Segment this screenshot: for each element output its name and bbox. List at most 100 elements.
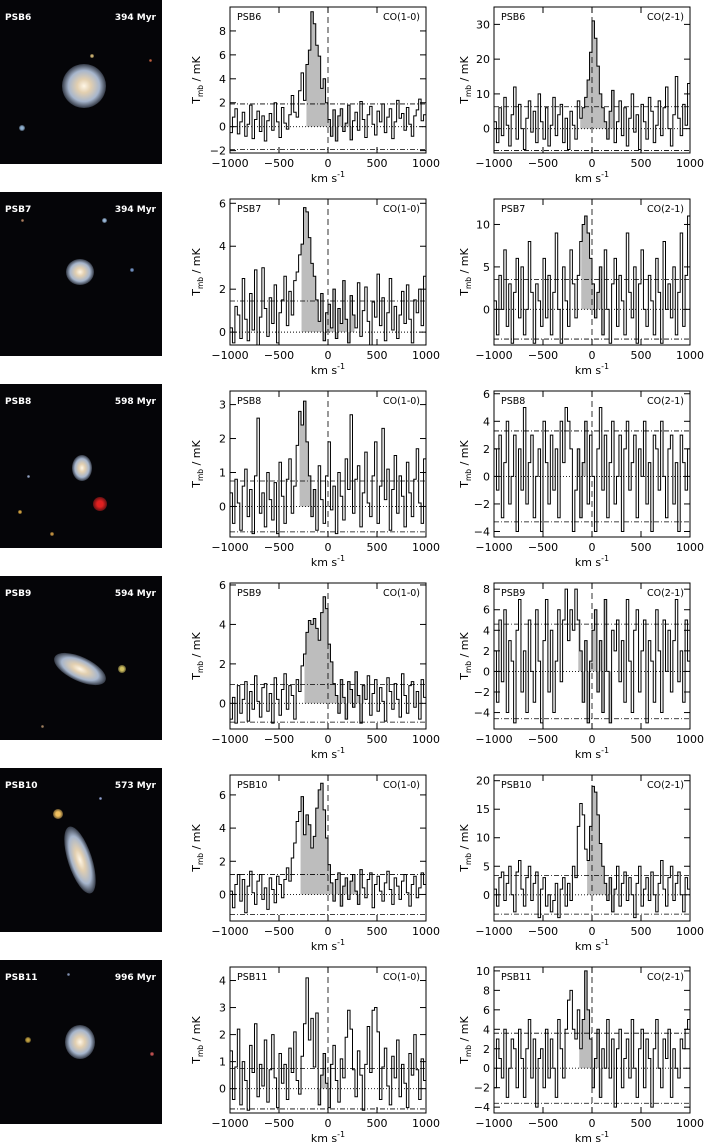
- co-line-label: CO(1-0): [383, 12, 420, 23]
- integration-region: [580, 20, 615, 143]
- y-tick-label: 0: [483, 470, 490, 483]
- galaxy-label: PSB6: [5, 13, 32, 23]
- co-line-label: CO(1-0): [383, 396, 420, 407]
- y-tick-label: 4: [219, 73, 226, 86]
- galaxy-label: PSB11: [5, 973, 38, 983]
- y-tick-label: 0: [483, 303, 490, 316]
- x-tick-label: 1000: [412, 1117, 440, 1130]
- x-tick-label: −500: [264, 541, 294, 554]
- spectrum-panel: −1000 −500 0 500 1000 0 1 2 3 4 PSB11 CO(1-0) km s-1…: [190, 966, 440, 1144]
- spectrum-panel: −1000 −500 0 500 1000 −2 0 2 4 6 8 PSB6 CO(1-0) km s-…: [190, 6, 440, 185]
- x-tick-label: −500: [264, 349, 294, 362]
- y-tick-label: 0: [219, 888, 226, 901]
- x-tick-label: 1000: [412, 157, 440, 170]
- age-label: 594 Myr: [114, 589, 156, 599]
- x-tick-label: 0: [589, 541, 596, 554]
- star-spot: [98, 796, 102, 800]
- y-axis-label: Tmb / mK: [190, 439, 205, 488]
- integration-region: [578, 599, 612, 723]
- x-tick-label: 1000: [412, 925, 440, 938]
- y-tick-label: 0: [483, 123, 490, 136]
- integration-region: [301, 207, 355, 343]
- co-line-label: CO(1-0): [383, 204, 420, 215]
- x-axis-label: km s-1: [311, 746, 345, 761]
- x-tick-label: 1000: [412, 349, 440, 362]
- spectrum-panel: −1000 −500 0 500 1000 0 2 4 6 PSB10 CO(1-0) km s-1 T…: [190, 774, 440, 953]
- age-label: 573 Myr: [114, 781, 156, 791]
- panel-galaxy-label: PSB7: [237, 204, 261, 215]
- panel-galaxy-label: PSB8: [237, 396, 261, 407]
- y-tick-label: 10: [476, 218, 490, 231]
- panel-galaxy-label: PSB11: [501, 972, 531, 983]
- spectrum-panel: −1000 −500 0 500 1000 0 5 10 PSB7 CO(2-1) km s-1 Tm…: [458, 198, 704, 377]
- x-tick-label: −1000: [475, 925, 512, 938]
- spectrum-line: [230, 400, 426, 535]
- y-tick-label: 6: [219, 579, 226, 592]
- y-tick-label: 2: [219, 1029, 226, 1042]
- x-tick-label: −1000: [211, 925, 248, 938]
- x-tick-label: −1000: [475, 1117, 512, 1130]
- y-tick-label: 30: [476, 18, 490, 31]
- spectrum-panel: −1000 −500 0 500 1000 0 10 20 30 PSB6 CO(2-1) km s-…: [458, 6, 704, 185]
- y-tick-label: 1: [219, 466, 226, 479]
- panel-galaxy-label: PSB6: [237, 12, 261, 23]
- x-tick-label: −500: [528, 733, 558, 746]
- panel-galaxy-label: PSB10: [237, 780, 267, 791]
- x-tick-label: 500: [367, 157, 388, 170]
- x-axis-label: km s-1: [311, 362, 345, 377]
- galaxy-label: PSB10: [5, 781, 38, 791]
- y-tick-label: 2: [219, 433, 226, 446]
- x-tick-label: −500: [528, 925, 558, 938]
- y-tick-label: 0: [219, 121, 226, 134]
- y-tick-label: −2: [474, 686, 490, 699]
- co-line-label: CO(2-1): [647, 396, 684, 407]
- y-tick-label: 4: [483, 415, 490, 428]
- y-axis-label: Tmb / mK: [458, 439, 473, 488]
- spectrum-line: [230, 977, 426, 1111]
- star-spot: [26, 474, 30, 478]
- y-tick-label: 2: [219, 283, 226, 296]
- star-spot: [148, 58, 152, 62]
- y-tick-label: 1: [219, 1056, 226, 1069]
- x-tick-label: 500: [367, 733, 388, 746]
- spectrum-panel: −1000 −500 0 500 1000 0 1 2 3 PSB8 CO(1-0) km s-1 Tm…: [190, 390, 440, 569]
- x-tick-label: 500: [631, 925, 652, 938]
- y-axis-label: Tmb / mK: [190, 247, 205, 296]
- x-tick-label: 0: [325, 541, 332, 554]
- spectrum-panel: −1000 −500 0 500 1000 0 2 4 6 PSB9 CO(1-0) km s-1 Tm…: [190, 579, 440, 761]
- x-tick-label: −500: [264, 733, 294, 746]
- x-tick-label: 0: [325, 157, 332, 170]
- x-tick-label: −1000: [211, 157, 248, 170]
- x-tick-label: 1000: [676, 157, 704, 170]
- panel-galaxy-label: PSB10: [501, 780, 531, 791]
- co-line-label: CO(1-0): [383, 588, 420, 599]
- x-tick-label: 1000: [676, 925, 704, 938]
- panel-galaxy-label: PSB9: [501, 588, 525, 599]
- age-label: 394 Myr: [114, 13, 156, 23]
- x-tick-label: 500: [367, 925, 388, 938]
- x-tick-label: 500: [631, 1117, 652, 1130]
- galaxy-thumbnail: PSB9 594 Myr: [0, 576, 162, 740]
- galaxy-image: [62, 64, 106, 108]
- y-tick-label: 6: [483, 388, 490, 401]
- y-axis-label: Tmb / mK: [458, 1015, 473, 1064]
- x-tick-label: −1000: [475, 349, 512, 362]
- y-tick-label: 4: [483, 624, 490, 637]
- integration-region: [306, 11, 353, 142]
- galaxy-image: [65, 1025, 95, 1059]
- x-tick-label: 500: [367, 1117, 388, 1130]
- y-tick-label: −4: [474, 707, 490, 720]
- x-tick-label: −500: [528, 349, 558, 362]
- y-tick-label: 10: [476, 88, 490, 101]
- galaxy-image: [66, 259, 94, 285]
- co-line-label: CO(2-1): [647, 972, 684, 983]
- co-line-label: CO(2-1): [647, 204, 684, 215]
- y-tick-label: 2: [483, 645, 490, 658]
- co-line-label: CO(2-1): [647, 12, 684, 23]
- y-tick-label: −2: [474, 1082, 490, 1095]
- spectrum-panel: −1000 −500 0 500 1000 −4 −2 0 2 4 6 8 10 PSB11 CO(2-1)…: [458, 965, 704, 1144]
- x-tick-label: −1000: [211, 349, 248, 362]
- x-tick-label: 1000: [676, 733, 704, 746]
- y-tick-label: 0: [483, 889, 490, 902]
- spectrum-panel: −1000 −500 0 500 1000 −4 −2 0 2 4 6 PSB8 CO(2-1) km s…: [458, 388, 704, 569]
